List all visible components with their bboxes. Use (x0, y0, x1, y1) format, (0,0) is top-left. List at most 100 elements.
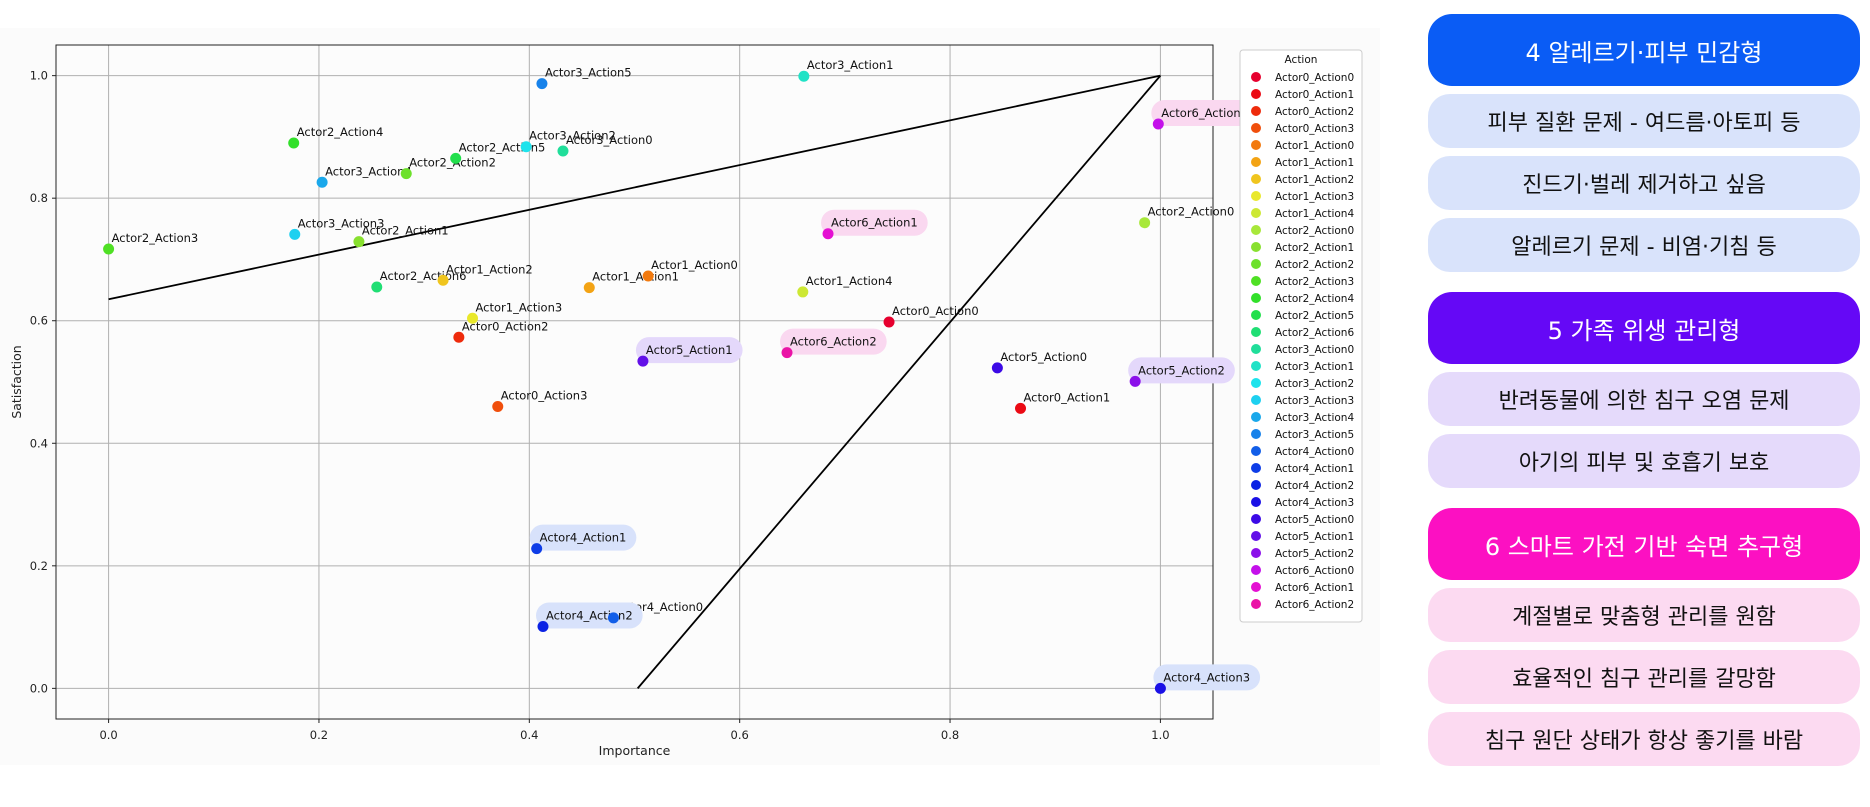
data-point (537, 620, 549, 632)
point-label-group: Actor2_Action0 (1148, 205, 1235, 219)
point-label-group: Actor4_Action2 (535, 602, 643, 629)
segment-need-item: 아기의 피부 및 호흡기 보호 (1428, 434, 1860, 488)
data-point (883, 316, 895, 328)
label-highlight (1151, 100, 1258, 127)
x-tick-label: 0.8 (941, 728, 959, 742)
data-point (353, 236, 365, 248)
point-label: Actor4_Action3 (1163, 670, 1250, 684)
legend-marker (1251, 582, 1261, 592)
point-label: Actor1_Action0 (651, 258, 738, 272)
legend-label: Actor2_Action0 (1275, 225, 1354, 237)
point-label-group: Actor5_Action2 (1128, 357, 1235, 384)
legend-marker (1251, 225, 1261, 235)
point-label: Actor4_Action2 (546, 608, 633, 622)
legend-label: Actor1_Action1 (1275, 157, 1354, 169)
legend-label: Actor0_Action0 (1275, 72, 1354, 84)
point-label-group: Actor4_Action1 (529, 524, 637, 551)
data-point (607, 612, 619, 624)
point-label: Actor6_Action1 (831, 216, 918, 230)
legend-label: Actor2_Action2 (1275, 259, 1354, 271)
point-label-group: Actor0_Action2 (462, 319, 549, 333)
legend-label: Actor4_Action2 (1275, 480, 1354, 492)
point-label-group: Actor1_Action2 (446, 262, 533, 276)
point-label-group: Actor5_Action1 (635, 337, 743, 364)
data-point (1015, 402, 1027, 414)
point-label-group: Actor3_Action2 (529, 129, 616, 143)
point-label-group: Actor1_Action0 (651, 258, 738, 272)
point-label: Actor2_Action3 (112, 231, 199, 245)
segment-need-item: 반려동물에 의한 침구 오염 문제 (1428, 372, 1860, 426)
y-tick-label: 0.4 (30, 436, 48, 450)
legend-label: Actor5_Action2 (1275, 548, 1354, 560)
point-label-group: Actor3_Action3 (298, 216, 385, 230)
legend-marker (1251, 378, 1261, 388)
legend-marker (1251, 123, 1261, 133)
point-label: Actor4_Action1 (540, 531, 627, 545)
legend-marker (1251, 531, 1261, 541)
reference-line (636, 75, 1162, 689)
legend-marker (1251, 446, 1261, 456)
segment-header: 6 스마트 가전 기반 숙면 추구형 (1428, 508, 1860, 580)
point-label: Actor1_Action4 (806, 274, 893, 288)
point-label-group: Actor3_Action1 (807, 58, 894, 72)
data-point (467, 312, 479, 324)
legend-label: Actor1_Action2 (1275, 174, 1354, 186)
point-label-group: Actor2_Action1 (362, 224, 449, 238)
data-point (316, 176, 328, 188)
point-label-group: Actor2_Action4 (297, 125, 384, 139)
legend-label: Actor2_Action1 (1275, 242, 1354, 254)
point-label-group: Actor6_Action0 (1151, 100, 1258, 127)
legend-label: Actor3_Action1 (1275, 361, 1354, 373)
legend-marker (1251, 157, 1261, 167)
legend-label: Actor3_Action2 (1275, 378, 1354, 390)
legend-label: Actor6_Action2 (1275, 599, 1354, 611)
data-point (520, 141, 532, 153)
legend-marker (1251, 72, 1261, 82)
data-point (1129, 375, 1141, 387)
data-point (1154, 682, 1166, 694)
legend-marker (1251, 361, 1261, 371)
legend-marker (1251, 89, 1261, 99)
y-tick-label: 0.0 (30, 681, 48, 695)
data-point (492, 401, 504, 413)
point-label: Actor2_Action0 (1148, 205, 1235, 219)
point-label: Actor0_Action1 (1024, 390, 1111, 404)
segment-header: 5 가족 위생 관리형 (1428, 292, 1860, 364)
point-label-group: Actor1_Action1 (592, 270, 679, 284)
segment-need-item: 침구 원단 상태가 항상 좋기를 바람 (1428, 712, 1860, 766)
point-label-group: Actor0_Action0 (892, 304, 979, 318)
legend-label: Actor0_Action2 (1275, 106, 1354, 118)
point-label-group: Actor2_Action6 (380, 269, 467, 283)
point-label-group: Actor3_Action5 (545, 66, 632, 80)
point-label: Actor6_Action0 (1161, 106, 1248, 120)
point-label-group: Actor5_Action0 (1000, 350, 1087, 364)
x-tick-label: 0.4 (520, 728, 538, 742)
point-label: Actor0_Action2 (462, 319, 549, 333)
x-tick-label: 1.0 (1151, 728, 1169, 742)
y-tick-label: 0.6 (30, 314, 48, 328)
data-point (1139, 217, 1151, 229)
point-label: Actor1_Action3 (476, 300, 563, 314)
point-label: Actor0_Action3 (501, 389, 588, 403)
legend-marker (1251, 514, 1261, 524)
segment-header: 4 알레르기·피부 민감형 (1428, 14, 1860, 86)
legend-label: Actor6_Action0 (1275, 565, 1354, 577)
legend-marker (1251, 548, 1261, 558)
legend-marker (1251, 310, 1261, 320)
point-label-group: Actor6_Action2 (780, 328, 887, 355)
label-highlight (1153, 664, 1261, 691)
point-label-group: Actor2_Action3 (112, 231, 199, 245)
point-label-group: Actor0_Action1 (1024, 390, 1111, 404)
data-point (453, 331, 465, 343)
segment-need-item: 계절별로 맞춤형 관리를 원함 (1428, 588, 1860, 642)
scatter-chart: 0.0 0.2 0.4 0.6 0.8 1.0 0.0 0.2 0.4 0.6 0.8 1.0 Impo… (9, 44, 1363, 758)
label-highlight (529, 524, 637, 551)
reference-line (108, 74, 1161, 301)
legend-label: Actor2_Action6 (1275, 327, 1354, 339)
segment-group: 6 스마트 가전 기반 숙면 추구형 계절별로 맞춤형 관리를 원함 효율적인 침구… (1428, 508, 1860, 766)
legend-label: Actor3_Action0 (1275, 344, 1354, 356)
legend-marker (1251, 480, 1261, 490)
data-point (437, 274, 449, 286)
data-point (103, 243, 115, 255)
